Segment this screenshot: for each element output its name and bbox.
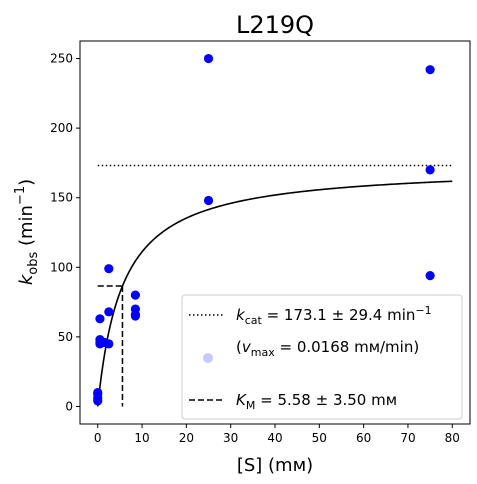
y-tick-label: 0 xyxy=(65,399,73,413)
x-tick-label: 0 xyxy=(94,431,102,445)
legend-kcat-sym: k xyxy=(236,306,246,324)
x-axis-label: [S] (mм) xyxy=(237,455,313,476)
x-tick-label: 50 xyxy=(312,431,327,445)
legend-vmax-sym: v xyxy=(242,338,252,356)
legend-km-text: = 5.58 ± 3.50 mм xyxy=(255,391,397,409)
y-tick-label: 250 xyxy=(50,52,73,66)
data-point xyxy=(425,65,435,75)
data-point xyxy=(130,290,140,300)
y-tick-label: 50 xyxy=(58,330,73,344)
y-axis-label-close: ) xyxy=(16,179,37,186)
data-point xyxy=(203,195,214,206)
legend-kcat-sup: −1 xyxy=(415,304,431,317)
legend-km-label: KM = 5.58 ± 3.50 mм xyxy=(236,391,397,412)
legend-vmax-open: ( xyxy=(236,338,242,356)
data-point xyxy=(425,271,435,281)
x-tick-label: 70 xyxy=(400,431,415,445)
x-axis-label-main: [S] ( xyxy=(237,455,275,476)
x-tick-label: 20 xyxy=(179,431,194,445)
y-axis-ticks: 0 50 100 150 200 250 xyxy=(50,52,80,413)
legend-kcat-text: = 173.1 ± 29.4 min xyxy=(262,306,416,324)
x-tick-label: 80 xyxy=(445,431,460,445)
legend-kcat-label: kcat = 173.1 ± 29.4 min−1 xyxy=(236,304,432,327)
x-tick-label: 10 xyxy=(134,431,149,445)
y-axis-label: kobs (min−1) xyxy=(13,179,41,285)
y-axis-label-sup: −1 xyxy=(13,186,28,205)
y-axis-label-k: k xyxy=(16,273,37,285)
legend-vmax-sub: max xyxy=(251,346,275,359)
data-point xyxy=(425,165,435,175)
legend-kcat-sub: cat xyxy=(245,314,263,327)
legend-vmax-text: = 0.0168 mм/min) xyxy=(275,338,419,356)
y-axis-label-paren: (min xyxy=(16,205,37,252)
legend-km-sub: M xyxy=(246,399,256,412)
data-point xyxy=(104,307,114,317)
x-axis-label-unit: mм xyxy=(275,455,306,476)
data-point xyxy=(95,314,105,324)
plot-marks xyxy=(93,53,453,407)
data-point xyxy=(104,339,114,349)
fit-curve xyxy=(96,180,453,407)
x-tick-label: 60 xyxy=(356,431,371,445)
y-tick-label: 150 xyxy=(50,191,73,205)
y-tick-label: 200 xyxy=(50,121,73,135)
legend: kcat = 173.1 ± 29.4 min−1 (vmax = 0.0168… xyxy=(181,294,463,420)
y-axis-label-group: kobs (min−1) xyxy=(13,179,41,285)
legend-box xyxy=(181,294,463,420)
y-axis-label-sub: obs xyxy=(26,252,41,275)
x-axis-label-close: ) xyxy=(306,455,313,476)
y-tick-label: 100 xyxy=(50,260,73,274)
data-point xyxy=(203,53,214,64)
x-tick-label: 40 xyxy=(267,431,282,445)
data-point xyxy=(130,311,140,321)
data-point xyxy=(104,264,114,274)
data-point xyxy=(93,387,103,398)
x-tick-label: 30 xyxy=(223,431,238,445)
legend-km-sym: K xyxy=(236,391,247,409)
legend-vmax-label: (vmax = 0.0168 mм/min) xyxy=(236,338,419,359)
legend-vmax-marker xyxy=(203,353,213,363)
x-axis-ticks: 0 10 20 30 40 50 60 70 80 xyxy=(94,424,460,445)
chart-title: L219Q xyxy=(236,11,314,39)
